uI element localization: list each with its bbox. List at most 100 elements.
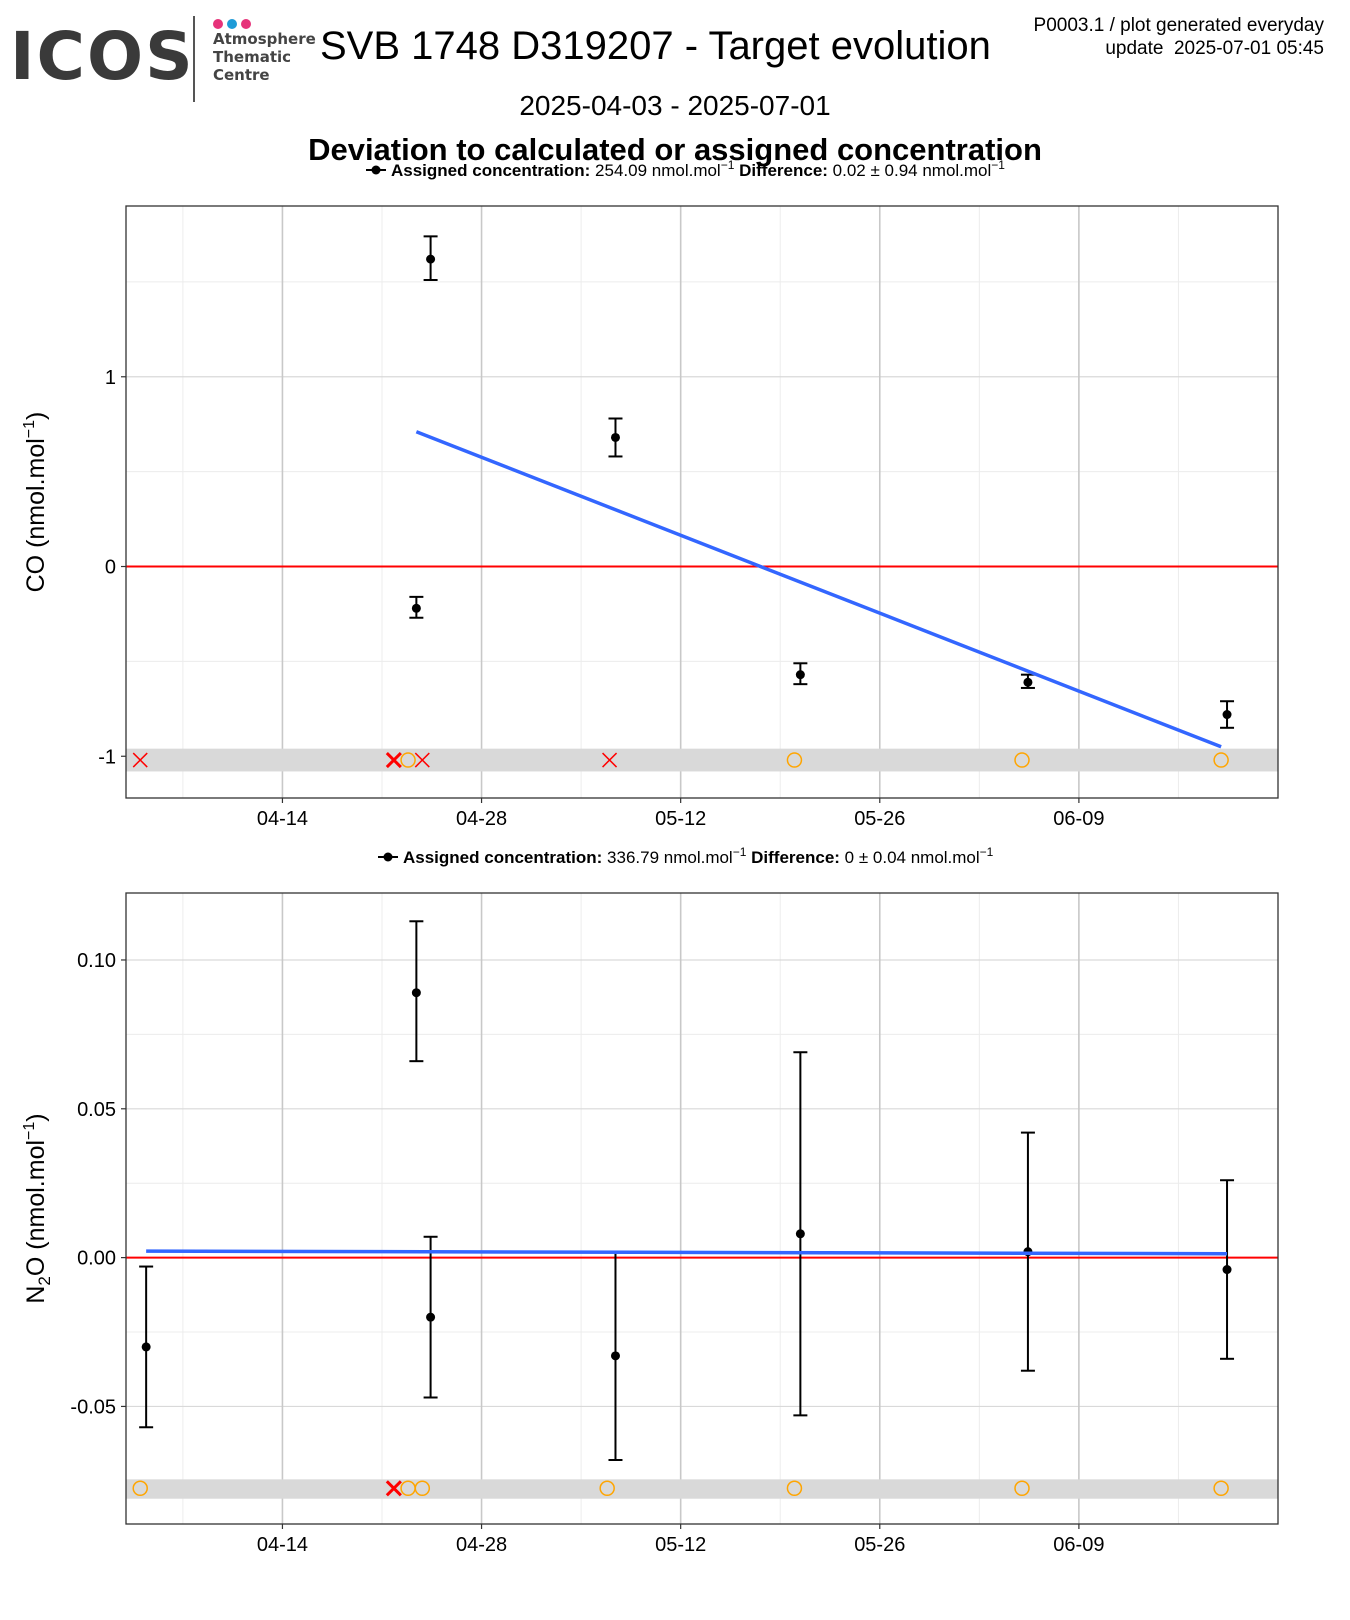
y-axis-label-part: N: [22, 1286, 50, 1304]
flag-circle: [400, 752, 416, 768]
legend-text: Assigned concentration: 254.09 nmol.mol−…: [391, 158, 1005, 180]
trend-line: [146, 1249, 1228, 1256]
flag-circle: [1213, 752, 1229, 768]
flag-band: [126, 1479, 1278, 1499]
y-axis-label-part: ): [22, 412, 50, 420]
chart-subtitle: Deviation to calculated or assigned conc…: [308, 132, 1042, 167]
data-point: [795, 1229, 805, 1239]
x-tick-label: 05-12: [655, 808, 706, 830]
logo-text: ICOS: [10, 18, 195, 95]
legend-text-part: −1: [991, 158, 1005, 172]
x-tick-label: 04-14: [257, 1534, 308, 1556]
date-range: 2025-04-03 - 2025-07-01: [519, 90, 831, 121]
x-tick-label: 05-26: [854, 1534, 905, 1556]
plot-frame: [125, 892, 1279, 1525]
flag-cross-stroke: [385, 1480, 402, 1497]
meta-line: P0003.1 / plot generated everyday: [1033, 15, 1324, 36]
flag-circle: [1213, 1480, 1229, 1497]
legend-text-part: 0 ± 0.04 nmol.mol: [845, 848, 980, 867]
y-tick-label: 0.10: [77, 950, 116, 972]
flag-circle: [599, 1480, 615, 1497]
plot-area: [126, 206, 1278, 798]
flag-cross: [414, 752, 430, 768]
trend-line: [415, 430, 1222, 749]
flag-cross-stroke: [385, 751, 402, 769]
plot-frame: [125, 205, 1279, 799]
flag-cross-stroke: [132, 752, 148, 768]
y-axis-label-part: CO (nmol.mol: [22, 438, 50, 592]
y-axis-label-part: O (nmol.mol: [22, 1140, 50, 1276]
flag-circle: [786, 1480, 803, 1497]
data-point: [795, 670, 805, 680]
legend-text-part: Assigned concentration:: [391, 161, 595, 180]
legend: Assigned concentration: 336.79 nmol.mol−…: [378, 845, 994, 867]
logo-dot: [241, 19, 251, 29]
y-axis-label: N2O (nmol.mol−1): [21, 1113, 54, 1303]
legend-text-part: Difference:: [734, 161, 832, 180]
data-point: [411, 988, 421, 998]
y-axis-label-part: ): [22, 1113, 50, 1121]
flag-cross-stroke: [602, 752, 618, 768]
legend-text-part: 336.79 nmol.mol: [607, 848, 733, 867]
icos-logo: ICOS Atmosphere Thematic Centre: [10, 14, 320, 104]
plot-area: [126, 893, 1278, 1524]
x-tick-label: 06-09: [1053, 1534, 1104, 1556]
y-tick-label: -1: [98, 746, 116, 768]
flag-band: [126, 748, 1278, 772]
flag-cross: [385, 751, 402, 769]
plot-meta: P0003.1 / plot generated everyday update …: [1034, 14, 1324, 60]
logo-subtitle-line: Centre: [213, 66, 270, 84]
legend-text-part: −1: [733, 845, 747, 859]
y-tick-label: -0.05: [70, 1396, 116, 1418]
legend-text-part: −1: [721, 158, 735, 172]
flag-circle: [1014, 1480, 1030, 1497]
y-axis-label-superscript: −1: [21, 1122, 38, 1140]
x-tick-label: 06-09: [1053, 808, 1104, 830]
data-point: [1023, 677, 1033, 687]
flag-cross: [385, 1480, 402, 1497]
y-tick-label: 1: [105, 367, 116, 389]
legend-text-part: Assigned concentration:: [403, 848, 607, 867]
flag-cross: [602, 752, 618, 768]
flag-circle: [786, 752, 803, 768]
flag-circle: [132, 1480, 148, 1497]
data-point: [426, 254, 436, 264]
y-tick-label: 0: [105, 557, 116, 579]
x-tick-label: 04-28: [456, 808, 507, 830]
data-point: [1222, 1265, 1232, 1275]
logo-subtitle-line: Thematic: [213, 48, 292, 66]
flag-circle: [1014, 752, 1030, 768]
y-axis-label: CO (nmol.mol−1): [21, 412, 50, 593]
flag-cross: [132, 752, 148, 768]
y-tick-label: 0.05: [77, 1099, 116, 1121]
legend-text-part: −1: [980, 845, 994, 859]
legend-point: [371, 165, 381, 175]
legend-text-part: Difference:: [746, 848, 844, 867]
legend-text-part: 0.02 ± 0.94 nmol.mol: [833, 161, 992, 180]
chart-panel-2: 0.10 0.05 0.00 -0.05 04-14 04-28 05-12 05-26 06-…: [21, 845, 1279, 1556]
x-tick-label: 05-12: [655, 1534, 706, 1556]
logo-dots: [213, 16, 273, 30]
logo-subtitle: Atmosphere Thematic Centre: [213, 30, 316, 84]
legend: Assigned concentration: 254.09 nmol.mol−…: [366, 158, 1005, 180]
data-point: [610, 1351, 620, 1361]
meta-line: update 2025-07-01 05:45: [1105, 38, 1324, 59]
flag-cross-stroke: [414, 752, 430, 768]
legend-point: [383, 852, 393, 862]
logo-dot: [213, 19, 223, 29]
y-tick-label: 0.00: [77, 1248, 116, 1270]
y-axis-label-superscript: −1: [21, 420, 38, 438]
x-tick-label: 05-26: [854, 808, 905, 830]
logo-divider: [193, 16, 195, 102]
data-point: [1222, 710, 1232, 720]
logo-subtitle-line: Atmosphere: [213, 30, 316, 48]
data-point: [426, 1312, 436, 1322]
logo-dot: [227, 19, 237, 29]
flag-circle: [414, 1480, 431, 1497]
x-tick-label: 04-28: [456, 1534, 507, 1556]
legend-text-part: 254.09 nmol.mol: [595, 161, 721, 180]
data-point: [141, 1342, 151, 1352]
x-tick-label: 04-14: [257, 808, 308, 830]
chart-panel-1: 1 0 -1 04-14 04-28 05-12 05-26 06-09 CO (nmol.mo…: [21, 158, 1279, 830]
